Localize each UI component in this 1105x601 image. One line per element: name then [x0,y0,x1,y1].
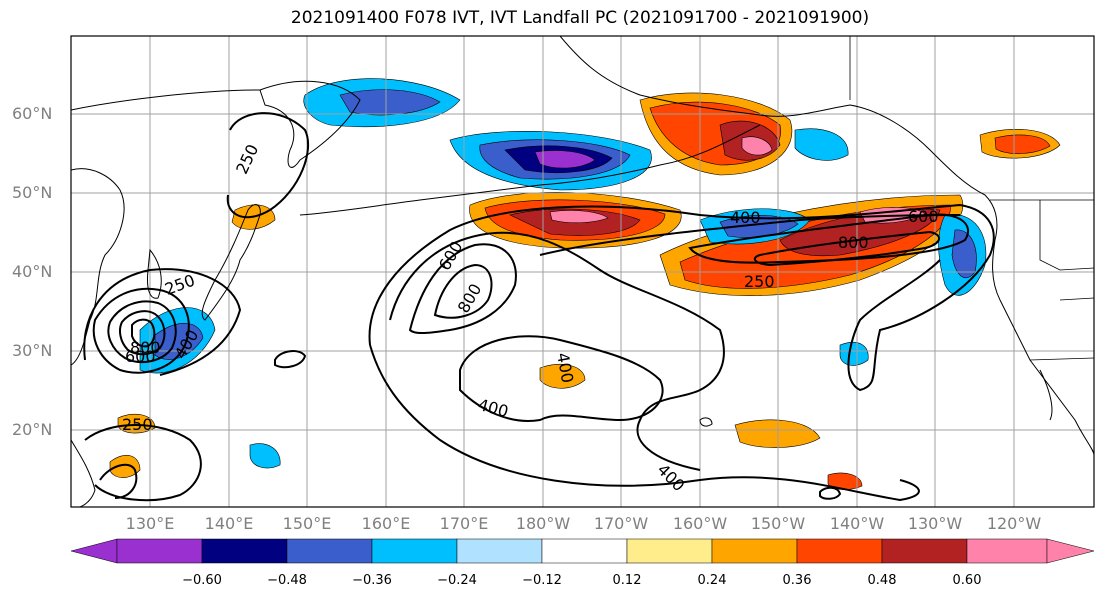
contour-800-east [753,230,940,267]
colorbar-tick-pos-036: 0.36 [782,573,812,588]
contour-label-250-north: 250 [744,272,775,291]
border-us-mexico [1029,357,1094,361]
contour-japan-low-4 [131,318,156,348]
colorbar-tick-pos-024: 0.24 [697,573,727,588]
colorbar-segment-6 [541,538,628,564]
political-borders [849,36,1094,361]
figure-title: 2021091400 F078 IVT, IVT Landfall PC (20… [290,8,870,28]
coastline-asia [71,168,125,366]
border-us-states-1 [1039,200,1094,271]
lon-label-180w: 180°W [515,514,571,533]
lon-label-150w: 150°W [750,514,806,533]
colorbar-tick-neg-024: −0.24 [437,573,477,588]
lon-label-160e: 160°E [361,514,411,533]
contour-600 [408,243,517,334]
lon-label-160w: 160°W [672,514,728,533]
colorbar-tick-neg-036: −0.36 [352,573,392,588]
contour-labels: 400 600 800 250 600 800 800 600 250 400 … [122,141,939,495]
contour-label-250-southwest: 250 [122,415,153,434]
lat-label-20n: 20°N [12,420,53,439]
border-us-states-2 [1059,297,1094,301]
contour-lines [83,112,995,502]
coastline-korea [147,248,162,299]
positive-anomaly-subtropical-1 [539,364,586,389]
colorbar-segment-11 [966,538,1048,564]
coastline-hawaii [699,417,713,427]
contour-label-800-north: 800 [838,233,869,252]
coastline-siberia [71,89,261,111]
coastline-baja [1039,369,1053,421]
lon-label-130w: 130°W [907,514,963,533]
contour-japan-low-3 [119,310,166,356]
positive-anomaly-band-west-peak [549,210,609,224]
colorbar-extend-right [1046,538,1095,564]
contour-250-main [368,203,995,392]
contour-southwest [84,424,202,502]
lon-label-150e: 150°E [282,514,332,533]
lat-label-30n: 30°N [12,341,53,360]
coastline-japan [201,204,261,321]
shaded-ivt-field [109,78,1061,490]
contour-label-800-japan: 800 [130,338,161,357]
contour-400-north [539,214,961,256]
contour-small-1 [274,350,307,369]
lat-label-50n: 50°N [12,183,53,202]
contour-800 [433,263,493,319]
colorbar-tick-neg-012: −0.12 [522,573,562,588]
lon-label-130e: 130°E [125,514,175,533]
colorbar-segment-3 [286,538,373,564]
lat-label-40n: 40°N [12,262,53,281]
map-gridlines [71,36,1094,507]
contour-japan-low-2 [107,300,177,364]
contour-label-600-japan: 600 [125,347,156,366]
coastline-alaska [559,36,998,241]
colorbar [70,538,1095,564]
contour-label-600-north: 600 [908,207,939,226]
lon-label-140e: 140°E [204,514,254,533]
contour-japan-low [92,287,190,374]
negative-anomaly-central-peak [534,150,596,169]
coastline-philippines [71,439,96,507]
colorbar-tick-neg-060: −0.60 [182,573,222,588]
contour-south-1 [99,463,138,499]
contour-250-outer [369,344,920,502]
lon-label-140w: 140°W [829,514,885,533]
colorbar-segment-2 [201,538,288,564]
lon-label-170e: 170°E [439,514,489,533]
coastline-aleutians [299,124,761,216]
contour-small-2 [819,486,842,500]
colorbar-segment-4 [371,538,458,564]
lat-label-60n: 60°N [12,104,53,123]
negative-anomaly-hawaii-east [839,341,869,366]
colorbar-segment-1 [116,538,203,564]
colorbar-tick-pos-060: 0.60 [952,573,982,588]
contour-label-400-north: 400 [730,208,761,227]
coastline-kamchatka [259,80,361,168]
colorbar-tick-pos-048: 0.48 [867,573,897,588]
colorbar-segment-7 [626,538,713,564]
negative-anomaly-canada [794,128,849,161]
contour-400-west [389,231,725,471]
colorbar-segment-5 [456,538,543,564]
contour-600-east [688,213,970,264]
contour-japan-250 [83,268,242,376]
negative-anomaly-bering-core [339,89,441,116]
colorbar-segment-10 [881,538,968,564]
negative-anomaly-southwest [249,443,281,469]
positive-anomaly-canada-core [994,134,1051,154]
positive-anomaly-alaska-peak [741,136,773,156]
map-border [70,35,1095,508]
colorbar-segment-9 [796,538,883,564]
contour-siberia [226,112,310,219]
colorbar-tick-neg-048: −0.48 [267,573,307,588]
lon-label-120w: 120°W [986,514,1042,533]
positive-anomaly-subtropical-2 [109,455,141,478]
colorbar-extend-left [70,538,118,564]
lon-label-170w: 170°W [593,514,649,533]
contour-400-south [459,335,664,422]
colorbar-tick-pos-012: 0.12 [612,573,642,588]
colorbar-segment-8 [711,538,798,564]
